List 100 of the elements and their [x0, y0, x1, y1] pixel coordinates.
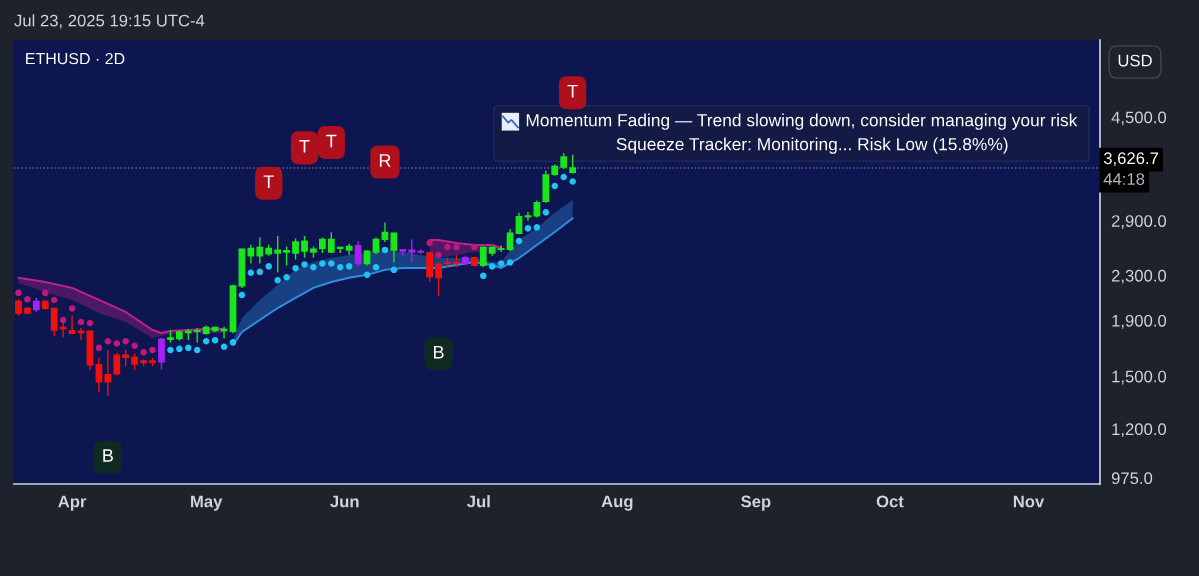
point [202, 337, 210, 345]
candlestick [524, 211, 532, 222]
point [363, 271, 371, 279]
point [113, 340, 121, 347]
candlestick [292, 237, 299, 261]
x-tick-label: Oct [876, 495, 904, 508]
candlestick [327, 231, 335, 254]
candlestick [158, 337, 165, 370]
point [86, 319, 94, 327]
candlestick [435, 261, 442, 297]
point [542, 209, 550, 216]
point [444, 243, 451, 251]
candlestick [283, 245, 290, 267]
point [50, 296, 58, 304]
y-tick-label: 1,500.0 [1112, 370, 1167, 385]
annotation: T [326, 134, 337, 148]
candlestick [408, 238, 416, 264]
point [533, 224, 541, 231]
point [24, 295, 31, 303]
text: ETHUSD · 2D [26, 52, 125, 65]
x-tick-label: May [191, 495, 223, 511]
point [220, 343, 228, 350]
y-tick-label: 4,500.0 [1111, 111, 1167, 126]
point [15, 289, 22, 297]
point [211, 336, 219, 344]
point [229, 339, 237, 346]
point [497, 260, 505, 267]
point [167, 346, 174, 354]
point [524, 225, 532, 232]
candlestick [50, 307, 58, 337]
annotation: R [379, 154, 391, 167]
point [372, 264, 380, 271]
annotation: T [567, 84, 578, 98]
point [256, 268, 264, 276]
point [185, 344, 192, 352]
point [274, 276, 281, 284]
point [560, 173, 567, 181]
point [336, 264, 344, 271]
candlestick [569, 153, 577, 175]
y-tick-label: 1,900.0 [1112, 314, 1167, 329]
text: USD [1118, 54, 1152, 67]
point [319, 260, 326, 267]
point [345, 263, 353, 270]
point [122, 337, 129, 345]
ref-line-label: 3,626.7 [1103, 152, 1159, 167]
annotation: Squeeze Tracker: Monitoring... Risk Low (15.8%%) [616, 137, 1008, 154]
point [480, 272, 487, 280]
point [453, 243, 460, 251]
line-series [428, 239, 503, 249]
annotation: B [103, 449, 113, 462]
point [104, 337, 112, 345]
y-tick-label: 2,900.0 [1111, 215, 1167, 229]
point [193, 346, 201, 354]
annotation: T [299, 140, 310, 153]
point [471, 243, 478, 251]
point [381, 246, 389, 254]
point [506, 259, 514, 266]
point [310, 264, 317, 271]
point [176, 345, 183, 353]
point [435, 251, 442, 259]
point [68, 305, 76, 312]
candlestick [256, 236, 264, 265]
x-tick-label: Apr [58, 495, 87, 511]
point [140, 349, 147, 356]
annotation: T [263, 175, 274, 188]
point [390, 266, 398, 274]
annotation: Momentum Fading — Trend slowing down, consider managing your risk [526, 113, 1078, 130]
point [131, 342, 138, 350]
x-tick-label: Nov [1013, 495, 1045, 508]
chart-subtitle: Jul 23, 2025 19:15 UTC-4 [14, 14, 205, 29]
point [515, 237, 523, 245]
candlestick [68, 314, 76, 335]
candlestick [426, 250, 434, 283]
point [301, 261, 308, 268]
x-tick-label: Sep [741, 495, 771, 511]
candlestick [274, 235, 282, 274]
point [265, 263, 272, 270]
point [488, 263, 496, 270]
point [247, 269, 255, 277]
annotation: B [434, 346, 444, 359]
point [149, 346, 156, 354]
point [238, 291, 246, 299]
x-tick-label: Jun [330, 495, 359, 508]
candlestick [95, 356, 103, 394]
point [95, 344, 103, 352]
y-tick-label: 1,200.0 [1112, 423, 1167, 438]
x-tick-label: Jul [467, 495, 490, 508]
x-tick-label: Aug [601, 495, 633, 511]
y-tick-label: 2,300.0 [1111, 269, 1167, 284]
point [283, 274, 290, 281]
y-tick-label: 975.0 [1111, 472, 1153, 485]
text: 44:18 [1103, 173, 1145, 185]
candlestick [301, 235, 308, 259]
point [292, 264, 299, 272]
point [59, 316, 67, 324]
point [328, 260, 335, 267]
point [426, 239, 433, 247]
point [77, 318, 85, 326]
point [569, 178, 576, 185]
candlestick [104, 349, 112, 397]
